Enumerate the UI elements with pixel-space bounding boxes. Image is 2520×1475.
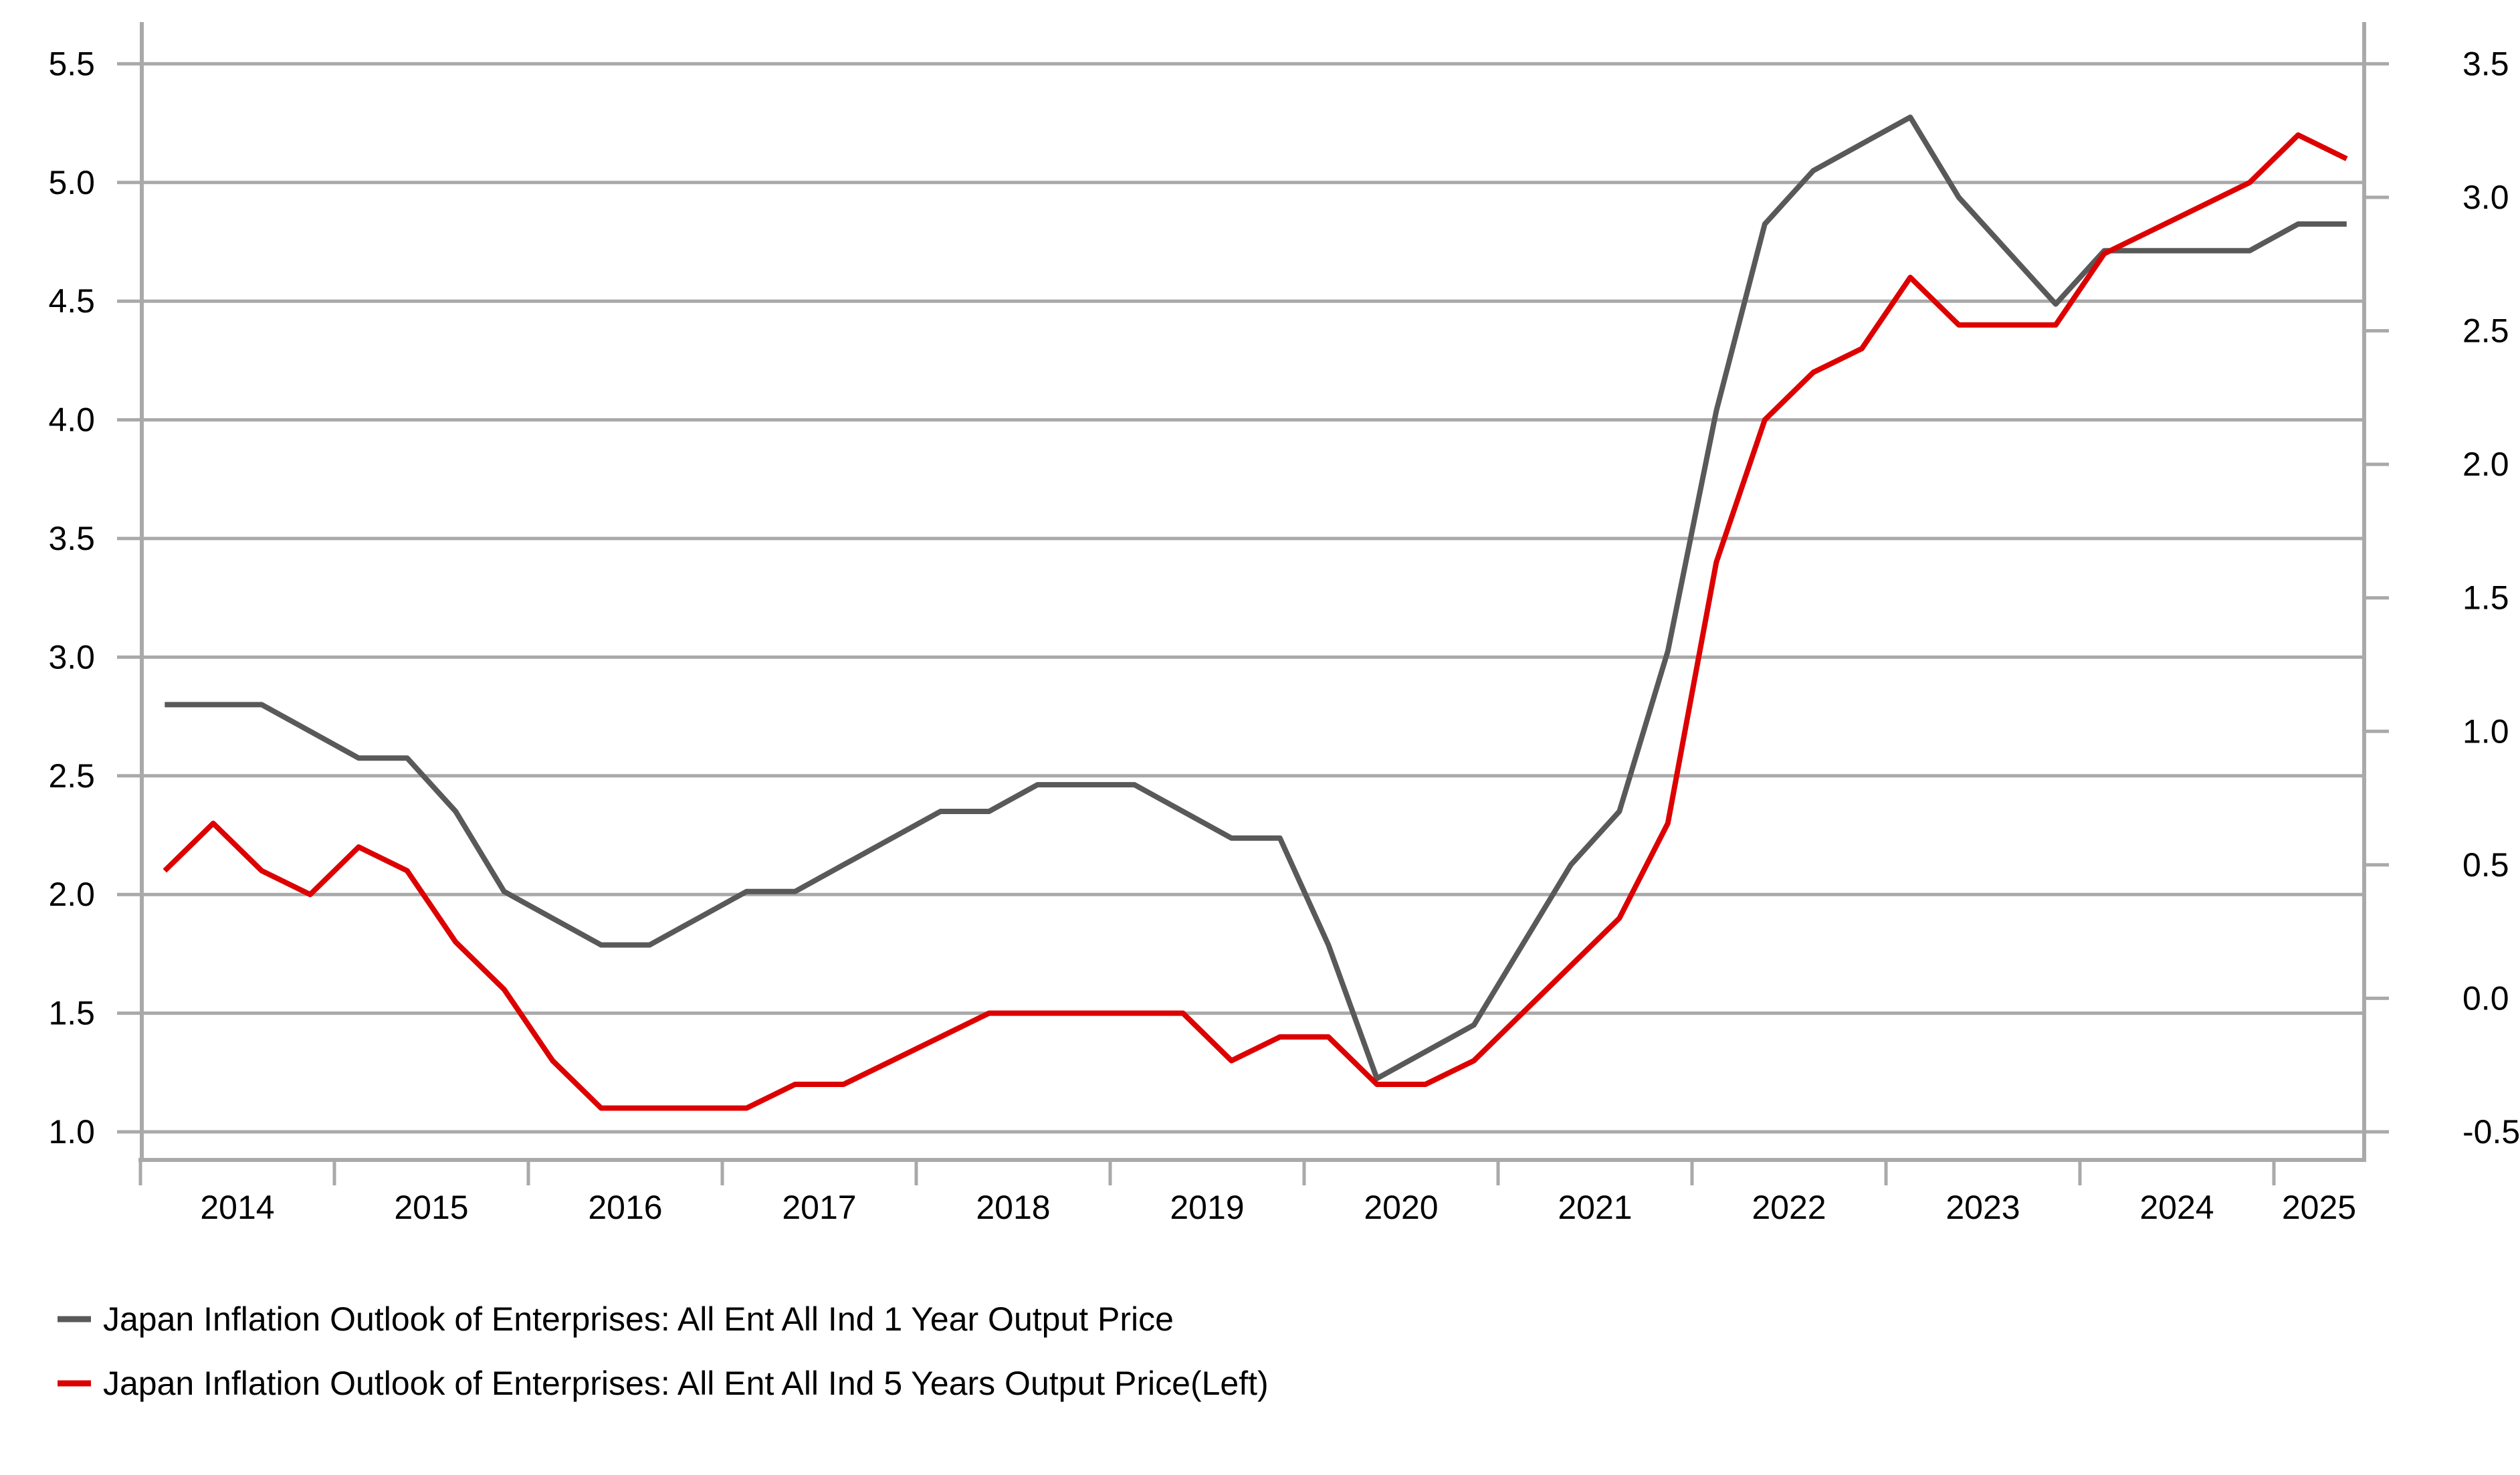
x-axis-year-label: 2023 (1946, 1189, 2020, 1226)
x-axis-year-label: 2025 (2282, 1189, 2356, 1226)
left-axis-tick-label: 3.5 (48, 520, 95, 557)
x-axis-year-label: 2016 (588, 1189, 662, 1226)
left-axis-tick-label: 4.0 (48, 401, 95, 439)
x-axis-year-label: 2018 (976, 1189, 1050, 1226)
x-axis-year-label: 2022 (1752, 1189, 1826, 1226)
left-axis-tick-label: 4.5 (48, 282, 95, 320)
x-axis-year-label: 2019 (1170, 1189, 1244, 1226)
series-line-5year-output-price (163, 132, 2348, 1111)
right-axis-tick-label: 3.0 (2462, 179, 2509, 216)
x-axis-year-label: 2015 (394, 1189, 468, 1226)
legend-group: Japan Inflation Outlook of Enterprises: … (58, 1300, 1269, 1402)
left-axis-tick-label: 5.0 (48, 164, 95, 201)
left-axis-tick-label: 2.0 (48, 876, 95, 913)
x-axis-year-label: 2024 (2139, 1189, 2214, 1226)
legend-label-5year: Japan Inflation Outlook of Enterprises: … (103, 1365, 1269, 1402)
left-axis-tick-label: 2.5 (48, 757, 95, 795)
right-axis-tick-label: 1.0 (2462, 712, 2509, 750)
x-axis-year-label: 2020 (1364, 1189, 1438, 1226)
right-axis-tick-label: 0.0 (2462, 979, 2509, 1017)
x-axis-year-label: 2021 (1558, 1189, 1632, 1226)
x-axis-year-label: 2017 (782, 1189, 856, 1226)
right-axis-tick-label: -0.5 (2462, 1113, 2520, 1151)
axes-group (117, 22, 2389, 1185)
left-axis-tick-label: 1.0 (48, 1113, 95, 1151)
right-axis-tick-label: 2.5 (2462, 312, 2509, 350)
left-axis-tick-label: 3.0 (48, 638, 95, 676)
series-group (163, 114, 2348, 1111)
legend-label-1year: Japan Inflation Outlook of Enterprises: … (103, 1300, 1174, 1338)
x-axis-year-label: 2014 (200, 1189, 274, 1226)
series-line-1year-output-price (165, 114, 2347, 1082)
axis-labels-group: 5.5 5.0 4.5 4.0 3.5 3.0 2.5 2.0 1.5 1.0 3.5 3.0 2.5 2… (48, 45, 2520, 1226)
left-axis-tick-label: 5.5 (48, 45, 95, 82)
right-axis-tick-label: 3.5 (2462, 45, 2509, 82)
right-axis-tick-label: 2.0 (2462, 446, 2509, 483)
gridlines-group (142, 62, 2364, 1134)
right-axis-tick-label: 0.5 (2462, 846, 2509, 884)
left-axis-tick-label: 1.5 (48, 995, 95, 1032)
right-axis-tick-label: 1.5 (2462, 579, 2509, 617)
